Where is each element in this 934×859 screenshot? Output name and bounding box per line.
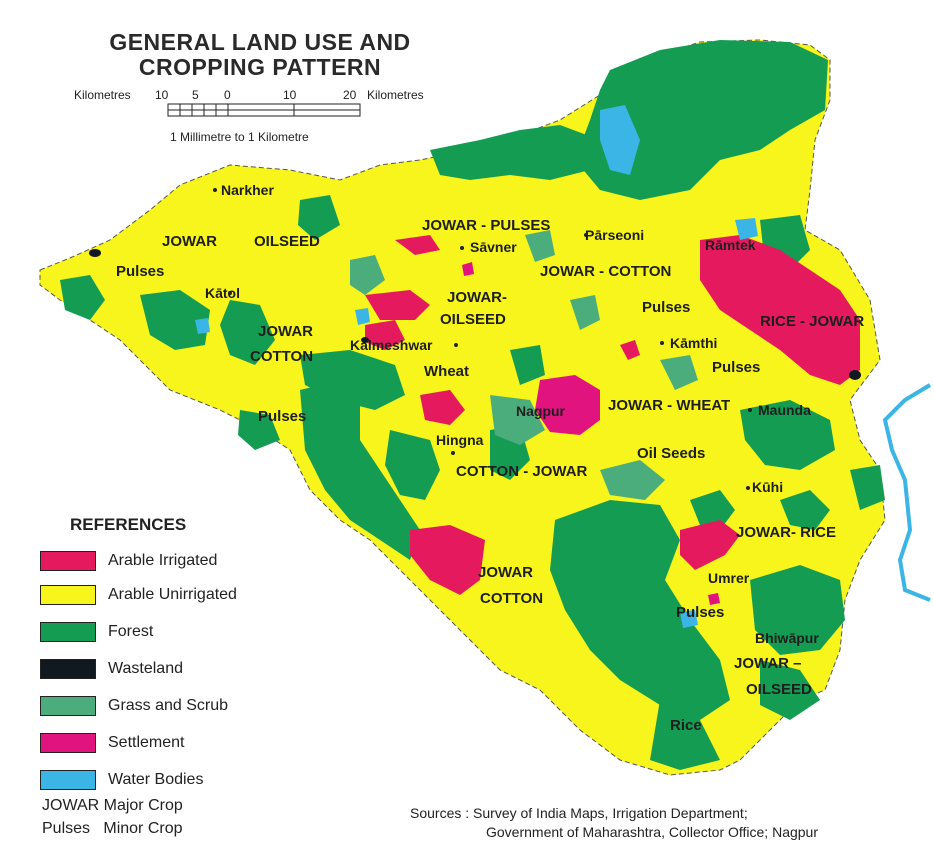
crop-label: JOWAR - COTTON bbox=[540, 263, 671, 280]
legend-label: Settlement bbox=[108, 734, 185, 751]
crop-label: JOWAR bbox=[162, 233, 217, 250]
crop-label: COTTON bbox=[480, 590, 543, 607]
legend-swatch bbox=[40, 733, 96, 753]
settlement-patches bbox=[462, 262, 720, 605]
place-dots bbox=[213, 188, 752, 490]
crop-label: OILSEED bbox=[254, 233, 320, 250]
legend-label: Arable Irrigated bbox=[108, 552, 218, 569]
legend-item-water-bodies: Water Bodies bbox=[40, 769, 203, 791]
legend-swatch bbox=[40, 622, 96, 642]
crop-label: Oil Seeds bbox=[637, 445, 705, 462]
legend-title: REFERENCES bbox=[70, 515, 187, 534]
crop-label: Pulses bbox=[116, 263, 164, 280]
crop-label: RICE - JOWAR bbox=[760, 313, 864, 330]
place-parseoni: Pārseoni bbox=[585, 227, 644, 243]
legend-item-arable-unirrigated: Arable Unirrigated bbox=[40, 584, 237, 606]
crop-label: JOWAR- RICE bbox=[736, 524, 836, 541]
scale-note: 1 Millimetre to 1 Kilometre bbox=[170, 130, 309, 144]
river-line bbox=[882, 383, 932, 602]
legend-item-forest: Forest bbox=[40, 621, 153, 643]
legend-swatch bbox=[40, 770, 96, 790]
legend-item-arable-irrigated: Arable Irrigated bbox=[40, 550, 217, 572]
crop-label: OILSEED bbox=[746, 681, 812, 698]
place-kamthi: Kāmthi bbox=[670, 335, 717, 351]
place-ramtek: Rāmtek bbox=[705, 237, 756, 253]
water-bodies bbox=[195, 105, 758, 628]
sources-line2: Government of Maharashtra, Collector Off… bbox=[486, 824, 819, 840]
wasteland-patches bbox=[89, 249, 861, 380]
legend-swatch bbox=[40, 659, 96, 679]
legend-item-settlement: Settlement bbox=[40, 732, 184, 754]
minor-crop-key: Pulses Minor Crop bbox=[42, 820, 183, 837]
place-maunda: Maunda bbox=[758, 402, 811, 418]
crop-label: JOWAR – bbox=[734, 655, 802, 672]
place-kuhi: Kūhi bbox=[752, 479, 783, 495]
sources-line1: Sources : Survey of India Maps, Irrigati… bbox=[410, 805, 748, 821]
scale-tick: 10 bbox=[283, 88, 297, 102]
crop-label: JOWAR - PULSES bbox=[422, 217, 550, 234]
scale-tick: 20 bbox=[343, 88, 357, 102]
scale-left-label: Kilometres bbox=[74, 88, 131, 102]
legend-label: Forest bbox=[108, 623, 154, 640]
legend-swatch bbox=[40, 551, 96, 571]
place-narkher: Narkher bbox=[221, 182, 274, 198]
legend-swatch bbox=[40, 585, 96, 605]
place-nagpur: Nagpur bbox=[516, 403, 566, 419]
scale-tick: 5 bbox=[192, 88, 199, 102]
legend-label: Wasteland bbox=[108, 660, 183, 677]
crop-label: JOWAR bbox=[258, 323, 313, 340]
scale-bar bbox=[167, 103, 361, 117]
legend-item-grass-scrub: Grass and Scrub bbox=[40, 695, 228, 717]
place-umrer: Umrer bbox=[708, 570, 750, 586]
crop-label: OILSEED bbox=[440, 311, 506, 328]
grass-scrub-patches bbox=[350, 230, 698, 500]
sources-note: Sources : Survey of India Maps, Irrigati… bbox=[410, 804, 818, 842]
scale-tick: 0 bbox=[224, 88, 231, 102]
scale-tick: 10 bbox=[155, 88, 169, 102]
crop-label: JOWAR - WHEAT bbox=[608, 397, 730, 414]
forest-patches bbox=[60, 40, 885, 770]
place-hingna: Hingna bbox=[436, 432, 484, 448]
legend-label: Arable Unirrigated bbox=[108, 586, 237, 603]
scale-right-label: Kilometres bbox=[367, 88, 424, 102]
legend-label: Water Bodies bbox=[108, 771, 204, 788]
map-title-line1: GENERAL LAND USE AND bbox=[109, 29, 411, 55]
legend-swatch bbox=[40, 696, 96, 716]
crop-label: JOWAR- bbox=[447, 289, 507, 306]
place-bhiwapur: Bhiwāpur bbox=[755, 630, 819, 646]
crop-label: Pulses bbox=[642, 299, 690, 316]
place-kalmeshwar: Kalmeshwar bbox=[350, 337, 433, 353]
place-katol: Kātol bbox=[205, 285, 240, 301]
map-title: GENERAL LAND USE AND CROPPING PATTERN bbox=[70, 30, 450, 80]
crop-label: COTTON - JOWAR bbox=[456, 463, 588, 480]
crop-label: COTTON bbox=[250, 348, 313, 365]
place-savner: Sāvner bbox=[470, 239, 517, 255]
crop-label: Pulses bbox=[712, 359, 760, 376]
crop-label: JOWAR bbox=[478, 564, 533, 581]
crop-label: Pulses bbox=[676, 604, 724, 621]
arable-irrigated-patches bbox=[365, 235, 860, 595]
crop-label: Pulses bbox=[258, 408, 306, 425]
crop-label: Wheat bbox=[424, 363, 469, 380]
map-title-line2: CROPPING PATTERN bbox=[138, 54, 382, 80]
legend-label: Grass and Scrub bbox=[108, 697, 229, 714]
crop-label: Rice bbox=[670, 717, 702, 734]
major-crop-key: JOWAR Major Crop bbox=[42, 797, 183, 814]
legend-item-wasteland: Wasteland bbox=[40, 658, 183, 680]
